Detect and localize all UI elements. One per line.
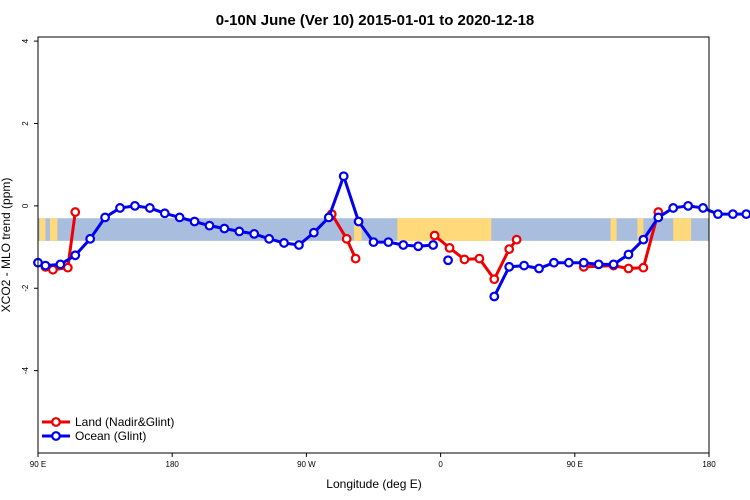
y-tick-label: 2	[21, 121, 30, 126]
data-point	[727, 209, 738, 220]
series-layer	[33, 171, 750, 302]
legend-label: Ocean (Glint)	[75, 429, 146, 443]
data-point	[429, 230, 440, 241]
y-tick-label: -4	[21, 367, 30, 375]
y-tick-label: 0	[21, 203, 30, 208]
data-point	[130, 200, 140, 211]
data-point	[350, 253, 361, 264]
data-point	[428, 240, 439, 250]
legend: Land (Nadir&Glint)Ocean (Glint)	[42, 415, 174, 443]
data-point	[85, 233, 96, 244]
data-point	[40, 260, 51, 271]
y-axis-label: XCO2 - MLO trend (ppm)	[0, 178, 13, 313]
data-point	[234, 226, 245, 237]
data-point	[323, 212, 334, 223]
data-point	[489, 291, 500, 302]
data-point	[279, 238, 289, 248]
data-point	[48, 264, 58, 275]
data-point	[459, 254, 470, 265]
x-tick-label: 90 E	[30, 460, 46, 469]
data-point	[511, 234, 522, 245]
data-point	[443, 255, 453, 266]
data-point	[55, 259, 66, 270]
data-point	[608, 259, 619, 270]
x-axis: 90 E 180 90 W 0 90 E 180	[30, 453, 716, 469]
plot-frame	[37, 36, 710, 454]
legend-swatch-marker	[51, 431, 61, 441]
data-point	[383, 237, 394, 248]
data-point	[144, 203, 155, 213]
data-point	[593, 259, 604, 270]
data-point	[249, 228, 260, 239]
data-point	[504, 261, 515, 272]
land-patch	[610, 218, 617, 241]
data-point	[308, 227, 319, 238]
data-point	[115, 203, 125, 213]
data-point	[368, 237, 379, 248]
data-point	[338, 171, 349, 182]
land-patch	[397, 218, 492, 241]
land-patch	[637, 218, 644, 241]
data-point	[159, 208, 170, 219]
land-patch	[354, 218, 362, 241]
legend-label: Land (Nadir&Glint)	[75, 415, 174, 429]
land-patch	[39, 218, 46, 241]
x-tick-label: 0	[438, 460, 443, 469]
data-point	[413, 241, 424, 252]
legend-swatch-marker	[51, 417, 61, 427]
x-tick-label: 180	[702, 460, 716, 469]
data-point	[549, 257, 559, 268]
data-point	[741, 209, 750, 220]
data-point	[489, 274, 500, 285]
chart-title: 0-10N June (Ver 10) 2015-01-01 to 2020-1…	[216, 12, 535, 29]
data-point	[504, 244, 515, 255]
data-point	[264, 233, 275, 244]
data-point	[100, 212, 110, 223]
data-point	[70, 207, 81, 217]
data-point	[578, 257, 589, 268]
data-point	[444, 242, 455, 253]
data-point	[713, 209, 723, 220]
data-point	[563, 257, 574, 268]
data-point	[70, 250, 81, 261]
data-point	[534, 263, 544, 274]
data-point	[398, 240, 409, 250]
data-point	[62, 262, 73, 273]
data-point	[653, 212, 664, 223]
y-axis: 4 2 0 -2 -4	[21, 38, 38, 374]
data-point	[519, 260, 530, 271]
data-point	[294, 240, 304, 250]
x-tick-label: 90 W	[297, 460, 316, 469]
data-point	[174, 212, 185, 223]
series-land	[40, 207, 664, 285]
data-point	[204, 220, 215, 231]
x-tick-label: 90 E	[567, 460, 583, 469]
data-point	[341, 233, 352, 244]
y-tick-label: -2	[21, 284, 30, 292]
data-point	[623, 263, 634, 274]
data-point	[474, 253, 485, 264]
data-point	[353, 216, 364, 227]
data-point	[623, 249, 634, 260]
land-patch	[49, 218, 58, 241]
data-point	[219, 223, 230, 234]
series-line	[37, 174, 434, 268]
x-tick-label: 180	[166, 460, 180, 469]
data-point	[638, 262, 649, 273]
y-tick-label: 4	[21, 38, 30, 43]
x-axis-label: Longitude (deg E)	[326, 477, 421, 491]
data-point	[638, 234, 649, 245]
data-point	[698, 203, 708, 213]
series-ocean	[33, 171, 750, 302]
land-patch	[673, 218, 692, 241]
data-point	[668, 203, 679, 213]
data-point	[189, 216, 200, 227]
data-point	[683, 200, 694, 211]
